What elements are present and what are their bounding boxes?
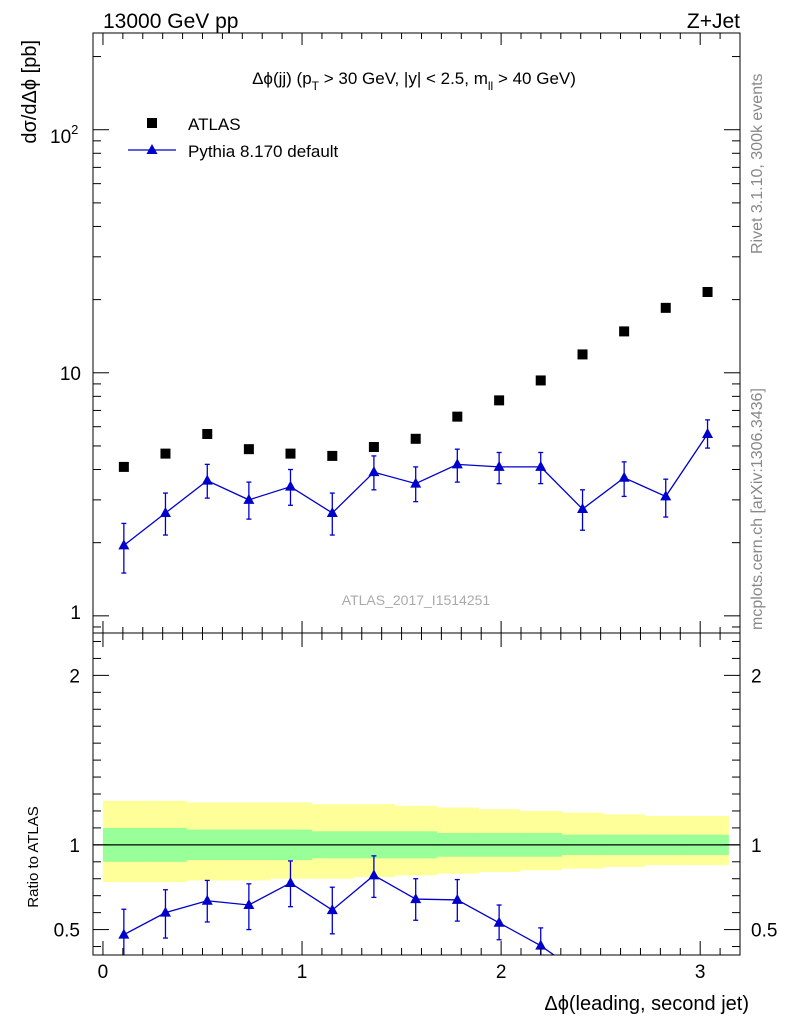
mc-point bbox=[201, 474, 213, 485]
main-panel: 1 10 102 dσ/dΔϕ [pb] Δϕ(jj) (pT > 30 GeV… bbox=[19, 32, 741, 634]
legend-mc-marker bbox=[146, 144, 158, 154]
atlas-point bbox=[660, 302, 671, 313]
ratio-plot-frame bbox=[92, 632, 741, 956]
legend-mc-label: Pythia 8.170 default bbox=[188, 142, 339, 161]
x-tick-label: 1 bbox=[297, 962, 308, 983]
title-sub-pt: T bbox=[312, 79, 320, 93]
data-markers bbox=[118, 286, 713, 472]
mc-point bbox=[702, 427, 714, 438]
ratio-point bbox=[410, 893, 422, 904]
uncertainty-bands bbox=[102, 800, 729, 883]
ratio-series-line bbox=[123, 874, 555, 955]
ratio-ytick-label-right: 2 bbox=[751, 666, 762, 687]
title-sub-ll: ll bbox=[488, 79, 493, 93]
atlas-point bbox=[410, 433, 421, 444]
ratio-ytick-label-left: 0.5 bbox=[54, 921, 80, 942]
ytick-label-100: 102 bbox=[50, 122, 78, 148]
mc-point bbox=[284, 480, 296, 491]
header-energy-label: 13000 GeV pp bbox=[103, 10, 238, 33]
mc-point bbox=[118, 539, 130, 550]
atlas-point bbox=[285, 448, 296, 459]
ytick-label-10: 10 bbox=[60, 364, 81, 385]
ratio-point bbox=[284, 876, 296, 887]
mc-point bbox=[577, 503, 589, 514]
legend-data-marker bbox=[147, 118, 157, 128]
ratio-ytick-label-right: 0.5 bbox=[751, 921, 777, 942]
main-y-axis-title: dσ/dΔϕ [pb] bbox=[19, 40, 41, 144]
ratio-point bbox=[326, 904, 338, 915]
mc-point bbox=[660, 490, 672, 501]
plot-title: Δϕ(jj) (pT > 30 GeV, |y| < 2.5, mll > 40… bbox=[252, 69, 576, 93]
title-part-1: Δϕ(jj) (p bbox=[252, 69, 312, 88]
mc-point bbox=[535, 460, 547, 471]
atlas-point bbox=[160, 448, 171, 459]
source-label: mcplots.cern.ch [arXiv:1306.3436] bbox=[749, 388, 766, 630]
legend-data-label: ATLAS bbox=[188, 115, 241, 134]
mc-point bbox=[618, 471, 630, 482]
atlas-point bbox=[118, 461, 129, 472]
mc-markers bbox=[118, 427, 714, 550]
main-ticks bbox=[93, 33, 740, 633]
ratio-point bbox=[368, 869, 380, 880]
mc-point bbox=[326, 506, 338, 517]
ratio-ytick-label-left: 1 bbox=[69, 836, 80, 857]
ratio-panel: 0.5 0.5 1 1 2 2 0 1 2 3 Ratio to ATLAS Δϕ(leadin… bbox=[25, 632, 778, 1015]
x-tick-label: 3 bbox=[695, 962, 706, 983]
x-tick-label: 2 bbox=[496, 962, 507, 983]
header-process-label: Z+Jet bbox=[687, 10, 740, 33]
mc-point bbox=[410, 477, 422, 488]
atlas-point bbox=[619, 326, 630, 337]
mc-point bbox=[159, 506, 171, 517]
mc-point bbox=[493, 460, 505, 471]
ratio-point bbox=[243, 899, 255, 910]
mc-point bbox=[451, 458, 463, 469]
title-part-2: > 30 GeV, |y| < 2.5, m bbox=[319, 69, 488, 88]
ratio-markers bbox=[118, 869, 588, 979]
ratio-ytick-label-left: 2 bbox=[69, 666, 80, 687]
ratio-x-tick-labels: 0 1 2 3 bbox=[98, 962, 706, 983]
atlas-point bbox=[327, 450, 338, 461]
ytick-label-100-exp: 2 bbox=[71, 122, 78, 137]
ratio-ticks bbox=[93, 633, 740, 955]
analysis-watermark: ATLAS_2017_I1514251 bbox=[342, 592, 491, 608]
title-part-3: > 40 GeV) bbox=[493, 69, 576, 88]
ratio-point bbox=[159, 906, 171, 917]
legend: ATLAS Pythia 8.170 default bbox=[128, 115, 339, 161]
x-tick-label: 0 bbox=[98, 962, 109, 983]
ratio-point bbox=[201, 894, 213, 905]
ytick-label-100-base: 10 bbox=[50, 127, 71, 148]
mc-point bbox=[368, 466, 380, 477]
atlas-point bbox=[702, 286, 713, 297]
ratio-point bbox=[118, 928, 130, 939]
atlas-point bbox=[535, 375, 546, 386]
ratio-y-tick-labels: 0.5 0.5 1 1 2 2 bbox=[54, 666, 778, 941]
atlas-point bbox=[202, 428, 213, 439]
atlas-point bbox=[494, 395, 505, 406]
ratio-point bbox=[577, 969, 588, 979]
atlas-point bbox=[452, 411, 463, 422]
atlas-point bbox=[577, 349, 588, 360]
mc-point bbox=[243, 493, 255, 504]
ratio-ytick-label-right: 1 bbox=[751, 836, 762, 857]
atlas-point bbox=[368, 442, 379, 453]
ratio-point bbox=[535, 939, 547, 950]
x-axis-title: Δϕ(leading, second jet) bbox=[544, 993, 749, 1015]
ratio-y-axis-title: Ratio to ATLAS bbox=[25, 806, 42, 907]
ratio-point bbox=[493, 916, 505, 927]
atlas-point bbox=[243, 444, 254, 455]
ratio-point bbox=[451, 893, 463, 904]
ytick-label-1: 1 bbox=[70, 603, 81, 624]
rivet-version-label: Rivet 3.1.10, 300k events bbox=[749, 73, 766, 254]
